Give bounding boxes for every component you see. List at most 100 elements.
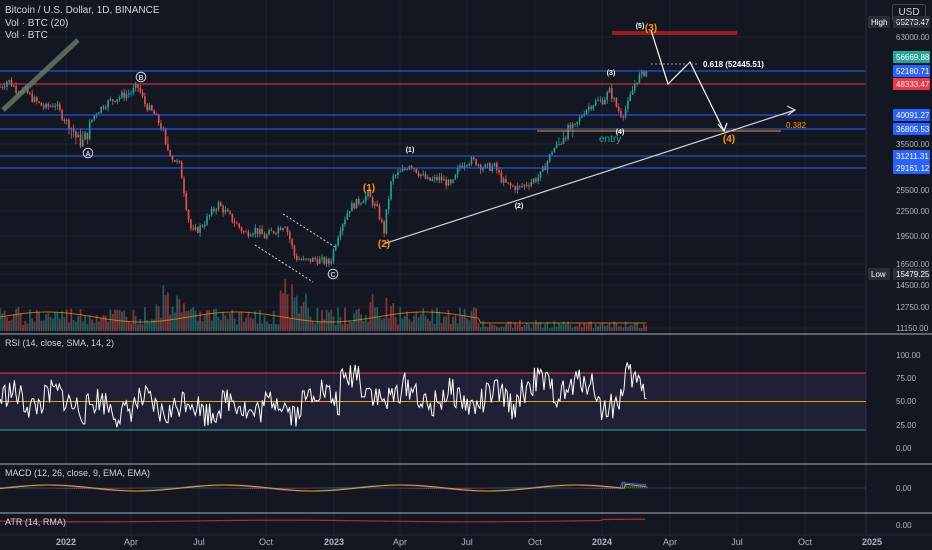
- volume-bar: [334, 324, 337, 331]
- volume-bar: [217, 316, 220, 331]
- currency-button[interactable]: USD: [892, 4, 926, 22]
- macd-histogram-bar: [564, 487, 566, 489]
- candle-body: [599, 99, 602, 101]
- volume-bar: [219, 319, 222, 331]
- candle-body: [592, 105, 595, 110]
- volume-bar: [194, 310, 197, 331]
- candle-body: [551, 152, 553, 155]
- macd-histogram-bar: [118, 488, 120, 489]
- macd-histogram-bar: [288, 488, 290, 489]
- macd-histogram-bar: [320, 487, 322, 489]
- volume-bar: [176, 295, 178, 331]
- macd-histogram-bar: [328, 487, 330, 489]
- macd-histogram-bar: [332, 487, 334, 489]
- candle-body: [261, 228, 263, 235]
- macd-histogram-bar: [162, 487, 164, 489]
- candle-body: [358, 198, 360, 204]
- volume-bar: [385, 297, 388, 331]
- macd-histogram-bar: [596, 488, 598, 489]
- macd-histogram-bar: [548, 487, 550, 489]
- volume-bar: [210, 320, 213, 331]
- macd-histogram-bar: [422, 488, 424, 489]
- macd-histogram-bar: [502, 487, 504, 489]
- macd-histogram-bar: [192, 487, 194, 489]
- macd-histogram-bar: [262, 488, 264, 490]
- macd-histogram-bar: [22, 487, 24, 489]
- macd-histogram-bar: [604, 488, 606, 489]
- macd-histogram-bar: [82, 488, 84, 490]
- macd-histogram-bar: [432, 488, 434, 490]
- volume-bar: [459, 307, 461, 331]
- volume-bar: [0, 307, 1, 331]
- volume-bar: [252, 318, 254, 331]
- macd-histogram-bar: [338, 487, 340, 489]
- candle-body: [279, 227, 282, 230]
- macd-histogram-bar: [640, 486, 642, 489]
- candle-body: [254, 228, 257, 234]
- macd-histogram-bar: [430, 488, 432, 489]
- volume-bar: [109, 309, 112, 331]
- candle-body: [59, 104, 61, 110]
- macd-histogram-bar: [600, 488, 602, 489]
- candle-body: [312, 257, 314, 262]
- candle-body: [397, 172, 399, 176]
- macd-histogram-bar: [150, 487, 152, 489]
- macd-histogram-bar: [236, 488, 238, 489]
- volume-bar: [157, 306, 160, 331]
- volume-bar: [231, 309, 234, 331]
- volume-bar: [587, 322, 590, 331]
- candle-body: [291, 239, 293, 246]
- wave-label: (4): [616, 129, 625, 136]
- macd-histogram-bar: [544, 487, 546, 489]
- candle-body: [339, 231, 342, 238]
- volume-bar: [633, 323, 636, 331]
- volume-bar: [505, 324, 507, 331]
- macd-histogram-bar: [284, 488, 286, 489]
- macd-histogram-bar: [248, 488, 250, 489]
- macd-histogram-bar: [512, 487, 514, 489]
- macd-histogram-bar: [330, 487, 332, 489]
- volume-bar: [516, 324, 519, 331]
- candle-body: [597, 100, 599, 102]
- candle-body: [456, 168, 459, 175]
- candle-body: [178, 160, 181, 162]
- rising-trendline: [383, 109, 796, 245]
- low-tag-bg: [868, 268, 890, 280]
- candle-body: [75, 131, 77, 138]
- volume-bar: [424, 315, 427, 331]
- symbol-title: Bitcoin / U.S. Dollar, 1D, BINANCE: [5, 5, 160, 16]
- volume-bar: [215, 308, 218, 331]
- high-value-bg: [893, 16, 930, 28]
- candle-body: [243, 231, 245, 233]
- candle-body: [431, 178, 434, 181]
- macd-histogram-bar: [412, 488, 414, 489]
- wave-label: (3): [607, 70, 616, 77]
- macd-histogram-bar: [322, 487, 324, 489]
- volume-bar: [472, 307, 475, 331]
- macd-histogram-bar: [624, 481, 626, 489]
- volume-bar: [443, 316, 445, 331]
- macd-histogram-bar: [496, 487, 498, 489]
- candle-body: [576, 121, 579, 125]
- candle-body: [394, 175, 397, 177]
- macd-histogram-bar: [372, 487, 374, 489]
- volume-bar: [512, 328, 514, 331]
- macd-histogram-bar: [280, 488, 282, 489]
- volume-bar: [544, 324, 546, 331]
- macd-histogram-bar: [172, 487, 174, 489]
- wave-label: (4): [723, 134, 735, 145]
- volume-bar: [452, 316, 454, 331]
- candle-body: [523, 184, 526, 187]
- volume-bar: [399, 307, 402, 331]
- macd-histogram-bar: [410, 488, 412, 489]
- volume-bar: [187, 310, 190, 331]
- rsi-tick-label: 100.00: [896, 351, 921, 360]
- candle-body: [512, 185, 514, 187]
- wave-label: (2): [515, 203, 524, 210]
- candle-body: [307, 258, 309, 260]
- macd-histogram-bar: [476, 488, 478, 489]
- candle-body: [378, 205, 381, 220]
- macd-histogram-bar: [590, 488, 592, 489]
- candle-body: [233, 221, 236, 224]
- price-tag-bg-6: [893, 162, 930, 174]
